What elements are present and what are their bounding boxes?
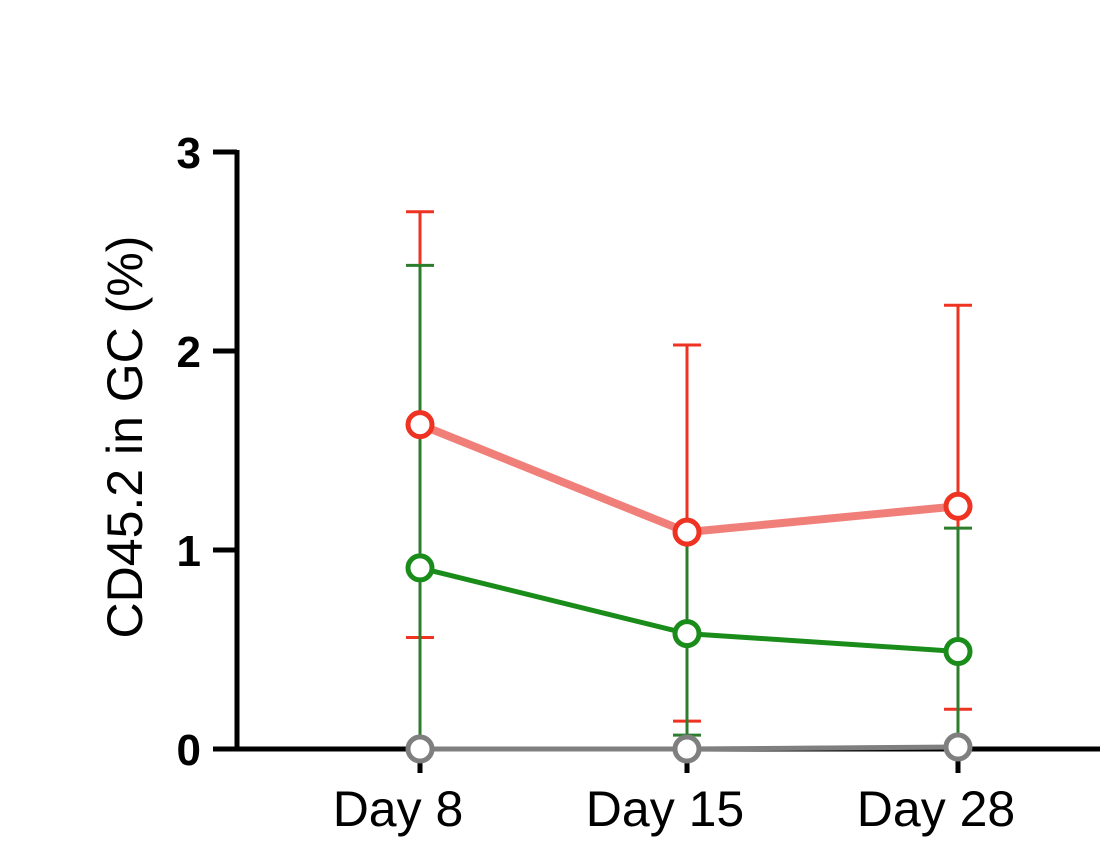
marker-red-2 bbox=[943, 491, 973, 521]
marker-green-1 bbox=[672, 619, 702, 649]
chart-axes bbox=[213, 149, 1100, 773]
error-bars bbox=[406, 210, 972, 751]
series-lines bbox=[418, 420, 959, 752]
y-tick-label-0: 0 bbox=[177, 726, 201, 775]
y-tick-label-1: 1 bbox=[177, 527, 201, 576]
marker-green-0 bbox=[405, 553, 435, 583]
marker-red-1 bbox=[672, 517, 702, 547]
marker-gray-2 bbox=[943, 732, 973, 762]
series-line-red bbox=[418, 420, 959, 537]
marker-gray-0 bbox=[405, 734, 435, 764]
marker-green-2 bbox=[943, 636, 973, 666]
marker-red-0 bbox=[405, 410, 435, 440]
chart-labels: 0 1 2 3 Day 8 Day 15 Day 28 CD45.2 in GC (%) bbox=[97, 129, 1015, 837]
x-tick-label-0: Day 8 bbox=[333, 781, 464, 837]
x-tick-label-1: Day 15 bbox=[586, 781, 744, 837]
marker-gray-1 bbox=[672, 734, 702, 764]
y-tick-label-3: 3 bbox=[177, 129, 201, 178]
series-markers bbox=[405, 410, 973, 764]
y-axis-title: CD45.2 in GC (%) bbox=[97, 236, 153, 639]
y-tick-label-2: 2 bbox=[177, 328, 201, 377]
x-tick-label-2: Day 28 bbox=[857, 781, 1015, 837]
